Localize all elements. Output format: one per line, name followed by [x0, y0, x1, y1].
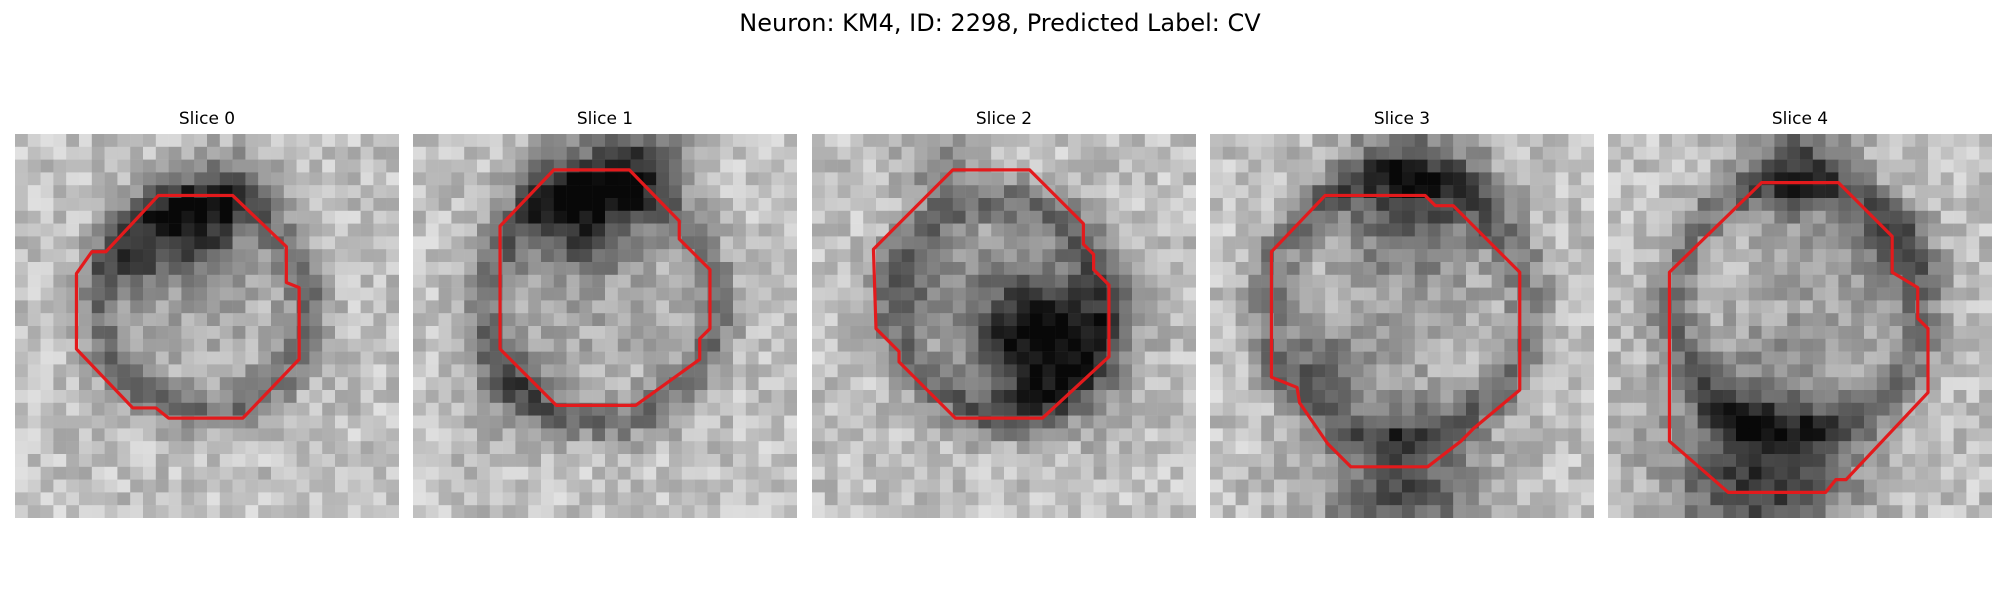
grayscale-slice-image — [1608, 134, 1992, 518]
slice-title-4: Slice 4 — [1771, 109, 1829, 129]
slice-image-2 — [812, 134, 1196, 518]
slice-image-3 — [1210, 134, 1594, 518]
slice-panel-1: Slice 1 — [413, 108, 797, 518]
slice-panel-3: Slice 3 — [1210, 108, 1594, 518]
segmentation-outline — [871, 168, 1111, 420]
slice-panel-4: Slice 4 — [1608, 108, 1992, 518]
slice-panel-0: Slice 0 — [15, 108, 399, 518]
segmentation-outline — [1667, 181, 1930, 495]
slice-image-4 — [1608, 134, 1992, 518]
segmentation-outline — [498, 168, 712, 407]
slice-title-0: Slice 0 — [178, 109, 236, 129]
figure-title: Neuron: KM4, ID: 2298, Predicted Label: … — [739, 9, 1261, 37]
segmentation-outline — [74, 193, 301, 420]
slice-panel-2: Slice 2 — [812, 108, 1196, 518]
slice-title-2: Slice 2 — [975, 109, 1033, 129]
slice-image-0 — [15, 134, 399, 518]
slice-title-1: Slice 1 — [576, 109, 634, 129]
segmentation-outline — [1269, 193, 1522, 469]
grayscale-slice-image — [812, 134, 1196, 518]
grayscale-slice-image — [15, 134, 399, 518]
grayscale-slice-image — [413, 134, 797, 518]
slice-image-1 — [413, 134, 797, 518]
grayscale-slice-image — [1210, 134, 1594, 518]
slice-title-3: Slice 3 — [1373, 109, 1431, 129]
